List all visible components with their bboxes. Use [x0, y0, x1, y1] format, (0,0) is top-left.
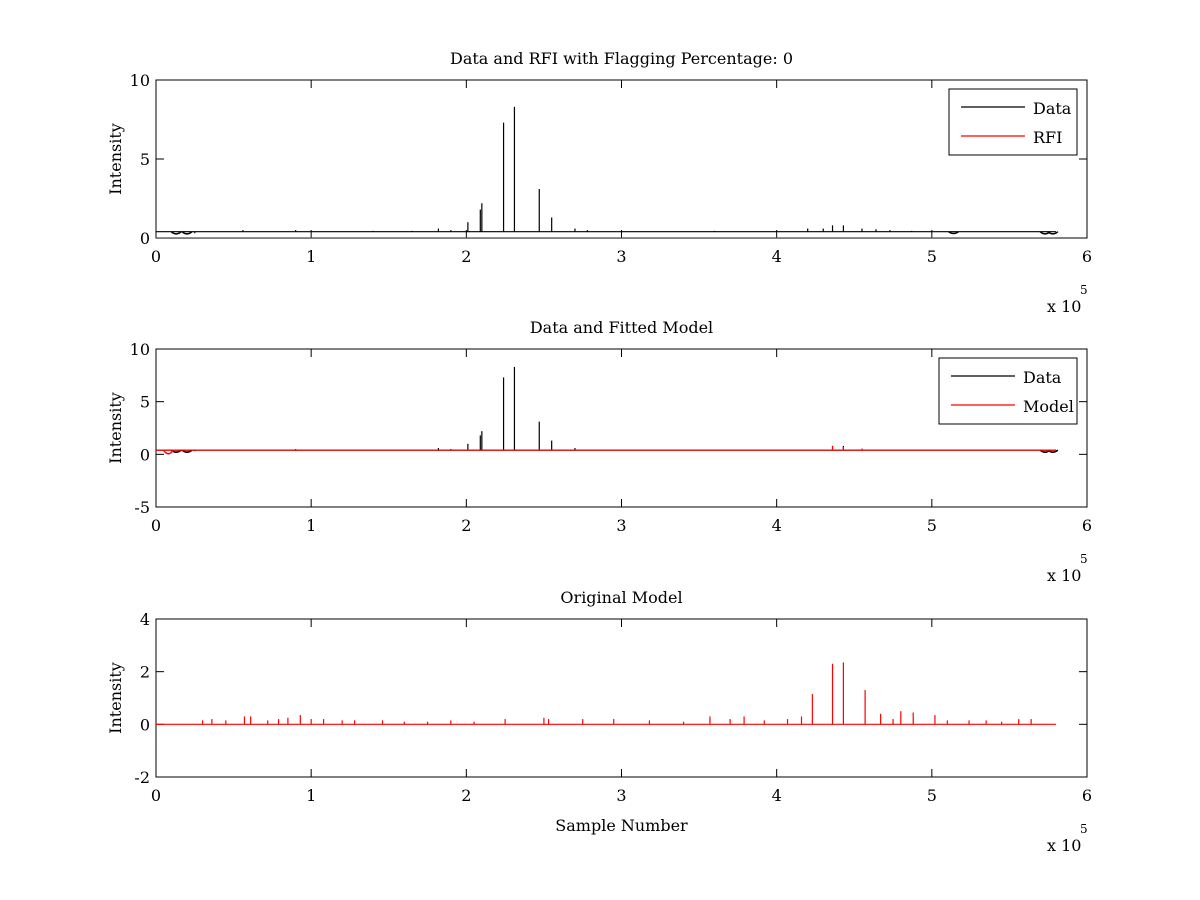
x-tick-label: 2 — [461, 516, 471, 535]
x-axis-label: Sample Number — [555, 816, 688, 835]
x-tick-label: 0 — [151, 247, 161, 266]
y-axis-label: Intensity — [106, 662, 125, 734]
y-tick-label: 4 — [140, 610, 150, 629]
chart-title: Data and Fitted Model — [530, 318, 713, 337]
y-tick-label: 0 — [140, 445, 150, 464]
legend-label-model: Model — [1023, 397, 1074, 416]
series-group — [156, 366, 1059, 455]
x-tick-label: 0 — [151, 516, 161, 535]
legend: Data Model — [938, 357, 1078, 425]
y-tick-label: 2 — [140, 663, 150, 682]
chart-title: Data and RFI with Flagging Percentage: 0 — [450, 49, 793, 68]
legend-box — [938, 357, 1078, 425]
x-tick-label: 2 — [461, 247, 471, 266]
x-tick-label: 6 — [1082, 247, 1092, 266]
x-tick-label: 1 — [306, 786, 316, 805]
legend-label-rfi: RFI — [1033, 128, 1062, 147]
x-tick-label: 5 — [927, 516, 937, 535]
series-data-dip — [1047, 449, 1059, 453]
y-tick-label: 10 — [130, 340, 150, 359]
legend-label-data: Data — [1023, 368, 1062, 387]
y-tick-label: 5 — [140, 150, 150, 169]
axes-box — [155, 618, 1088, 778]
series-data-dip — [1047, 231, 1059, 235]
series-data-dip — [948, 231, 959, 235]
series-data-dip — [170, 449, 182, 453]
legend-box — [948, 88, 1078, 156]
x-tick-label: 4 — [772, 247, 782, 266]
axes-box — [155, 79, 1088, 239]
x-tick-label: 3 — [616, 247, 626, 266]
y-tick-label: 0 — [140, 229, 150, 248]
x-exponent-power: 5 — [1080, 822, 1088, 836]
y-tick-label: 5 — [140, 393, 150, 412]
legend-label-data: Data — [1033, 99, 1072, 118]
chart-title: Original Model — [560, 588, 682, 607]
x-tick-label: 6 — [1082, 516, 1092, 535]
x-tick-label: 2 — [461, 786, 471, 805]
y-tick-label: -5 — [134, 498, 150, 517]
y-tick-label: 10 — [130, 71, 150, 90]
series-data-dip — [181, 449, 193, 453]
x-tick-label: 1 — [306, 516, 316, 535]
x-tick-label: 4 — [772, 516, 782, 535]
y-tick-label: 0 — [140, 715, 150, 734]
x-tick-label: 0 — [151, 786, 161, 805]
x-tick-label: 5 — [927, 247, 937, 266]
chart-panel-1: 0 1 2 3 4 5 6 0 5 10 Data and RFI with Flagging Pe… — [106, 49, 1092, 316]
y-axis-label: Intensity — [106, 392, 125, 464]
x-tick-label: 1 — [306, 247, 316, 266]
series-group — [156, 662, 1056, 725]
axes-box — [155, 348, 1088, 508]
y-axis-label: Intensity — [106, 123, 125, 195]
x-exponent-label: x 10 — [1047, 836, 1081, 855]
series-data-dip — [170, 231, 182, 235]
x-exponent-label: x 10 — [1047, 566, 1081, 585]
x-tick-label: 5 — [927, 786, 937, 805]
legend: Data RFI — [948, 88, 1078, 156]
x-exponent-label: x 10 — [1047, 297, 1081, 316]
x-tick-label: 3 — [616, 786, 626, 805]
x-tick-label: 6 — [1082, 786, 1092, 805]
x-tick-label: 4 — [772, 786, 782, 805]
x-exponent-power: 5 — [1080, 552, 1088, 566]
x-tick-label: 3 — [616, 516, 626, 535]
series-data-dip — [181, 231, 193, 235]
series-group — [156, 106, 1059, 238]
x-exponent-power: 5 — [1080, 283, 1088, 297]
y-tick-label: -2 — [134, 768, 150, 787]
series-model-dip — [162, 449, 175, 455]
